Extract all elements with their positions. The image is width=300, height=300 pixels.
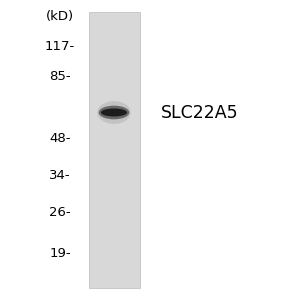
Text: SLC22A5: SLC22A5 [160,103,238,122]
Bar [88,12,140,288]
Text: 34-: 34- [49,169,71,182]
Ellipse shape [99,106,129,119]
Text: 85-: 85- [49,70,71,83]
Text: 19-: 19- [49,247,71,260]
Ellipse shape [101,109,127,116]
Text: 117-: 117- [45,40,75,53]
Text: (kD): (kD) [46,10,74,23]
Ellipse shape [97,101,131,124]
Text: 48-: 48- [49,131,71,145]
Text: 26-: 26- [49,206,71,220]
